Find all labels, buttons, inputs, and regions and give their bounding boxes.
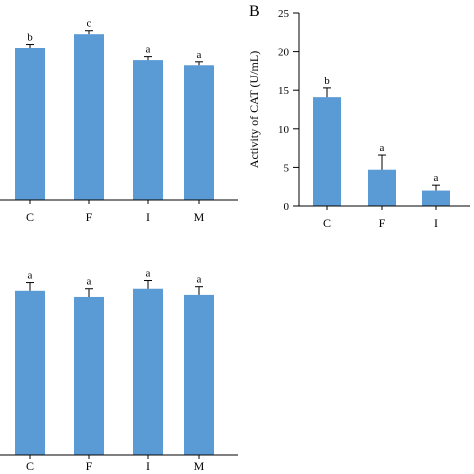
significance-letter: a [380, 142, 385, 154]
significance-letter: a [197, 274, 202, 286]
panel-label: B [249, 3, 260, 20]
significance-letter: a [434, 172, 439, 184]
significance-letter: a [146, 268, 151, 280]
bar [15, 48, 45, 200]
x-tick-label: I [146, 210, 150, 224]
bar [184, 294, 214, 455]
bar [184, 65, 214, 200]
x-tick-label: I [434, 216, 438, 230]
significance-letter: c [87, 18, 92, 30]
x-tick-label: F [86, 459, 93, 473]
y-tick-label: 10 [278, 124, 290, 136]
bar [74, 34, 104, 200]
chart-panel-top-left: b Cc Fa Ia M [0, 18, 238, 224]
bar [133, 288, 163, 455]
bar [422, 190, 450, 206]
y-tick-label: 5 [284, 162, 290, 174]
bar [15, 290, 45, 455]
bar [313, 97, 341, 206]
y-tick-label: 20 [278, 47, 290, 59]
significance-letter: a [87, 276, 92, 288]
significance-letter: b [27, 32, 33, 44]
y-tick-label: 25 [278, 8, 290, 20]
x-tick-label: F [379, 216, 386, 230]
x-tick-label: C [26, 210, 34, 224]
bar [133, 60, 163, 200]
significance-letter: b [324, 75, 330, 87]
x-tick-label: M [194, 210, 205, 224]
x-tick-label: I [146, 459, 150, 473]
y-tick-label: 0 [284, 201, 290, 213]
y-tick-label: 15 [278, 85, 290, 97]
x-tick-label: C [323, 216, 331, 230]
significance-letter: a [28, 270, 33, 282]
chart-panel-bottom-left: a Ca Fa Ia M [0, 268, 238, 473]
significance-letter: a [197, 49, 202, 61]
x-tick-label: M [194, 459, 205, 473]
y-axis-label: Activity of CAT (U/mL) [247, 51, 261, 168]
bar [74, 296, 104, 455]
bar [368, 169, 396, 206]
chart-panel-b: b Ca Fa I 0 5 10 15 20 25 Activity of CAT (U/mL) B [247, 3, 470, 230]
significance-letter: a [146, 44, 151, 56]
x-tick-label: C [26, 459, 34, 473]
x-tick-label: F [86, 210, 93, 224]
